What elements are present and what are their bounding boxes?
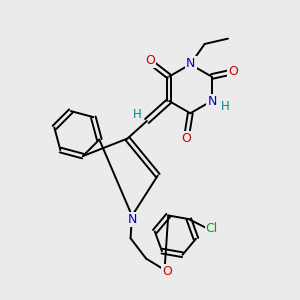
Text: Cl: Cl	[206, 222, 218, 235]
Text: O: O	[145, 54, 155, 67]
Text: N: N	[207, 95, 217, 108]
Text: O: O	[228, 65, 238, 78]
Text: O: O	[181, 132, 191, 145]
Text: O: O	[162, 265, 172, 278]
Text: N: N	[186, 57, 196, 70]
Text: N: N	[128, 213, 137, 226]
Text: H: H	[220, 100, 229, 113]
Text: H: H	[133, 108, 142, 121]
